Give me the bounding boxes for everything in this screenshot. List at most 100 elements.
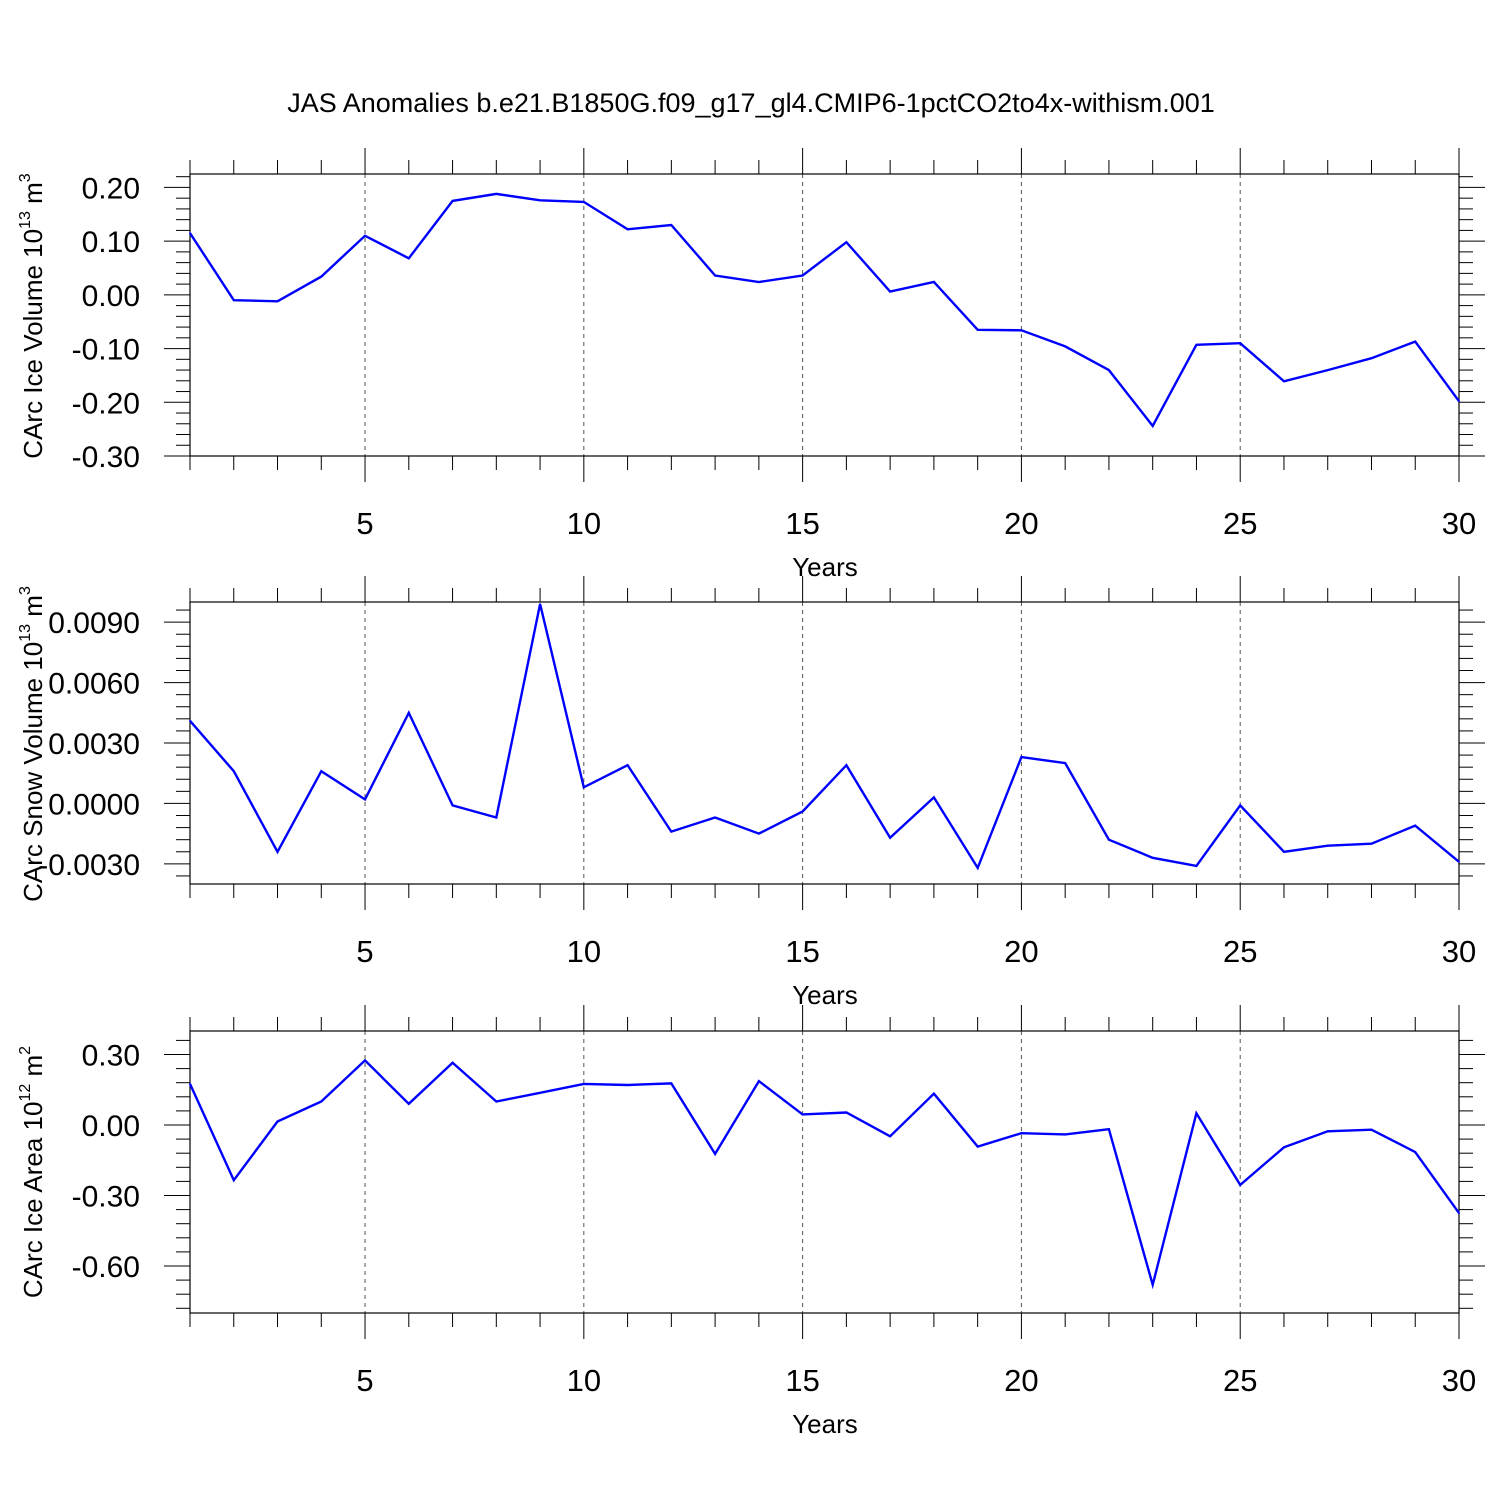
x-tick-label: 10	[567, 934, 601, 969]
y-tick-label: -0.60	[72, 1251, 140, 1284]
data-point	[670, 1082, 673, 1085]
y-tick-label: 0.00	[82, 1110, 140, 1143]
data-point	[583, 201, 585, 203]
y-axis-label-unit: m	[18, 182, 48, 211]
x-tick-label: 20	[1004, 934, 1038, 969]
data-point	[1370, 842, 1373, 845]
data-point	[1239, 342, 1242, 345]
y-tick-label: 0.30	[82, 1040, 140, 1073]
data-point	[670, 830, 673, 833]
x-tick-label: 15	[785, 506, 819, 541]
data-point	[1020, 1132, 1023, 1135]
data-point	[1108, 1128, 1110, 1131]
data-point	[1414, 824, 1417, 827]
y-axis-label: CArc Ice Area 1012 m2	[17, 1046, 48, 1298]
data-point	[189, 232, 191, 234]
data-point	[1151, 425, 1154, 427]
y-tick-label: -0.30	[72, 441, 140, 474]
data-point	[845, 241, 848, 244]
data-point	[276, 300, 279, 303]
x-axis-label: Years	[792, 980, 858, 1010]
y-axis-label: CArc Snow Volume 1013 m3	[17, 586, 48, 902]
data-point	[1195, 344, 1198, 346]
data-point	[539, 603, 541, 605]
x-tick-label: 15	[785, 1363, 819, 1398]
x-tick-label: 5	[356, 1363, 373, 1398]
x-tick-label: 10	[567, 506, 601, 541]
y-axis-label-unit: m	[18, 595, 48, 624]
plot-frame	[189, 601, 1460, 885]
data-point	[801, 1113, 804, 1116]
data-point	[1326, 844, 1329, 847]
y-tick-label: 0.0030	[48, 728, 140, 761]
x-tick-label: 5	[356, 506, 373, 541]
data-point	[495, 1100, 498, 1103]
data-point	[232, 299, 235, 302]
data-point	[364, 1059, 366, 1062]
data-point	[1414, 1151, 1417, 1153]
data-point	[364, 798, 366, 801]
data-point	[1108, 369, 1110, 371]
data-point	[626, 764, 629, 766]
data-point	[1151, 1284, 1154, 1286]
data-point	[801, 810, 804, 813]
data-point	[583, 1083, 585, 1085]
x-tick-label: 10	[567, 1363, 601, 1398]
data-point	[758, 832, 760, 835]
data-point	[583, 786, 585, 789]
data-point	[1108, 838, 1110, 841]
data-point	[1020, 756, 1023, 758]
data-point	[276, 850, 279, 853]
data-point	[232, 770, 235, 772]
data-point	[495, 193, 498, 195]
data-point	[933, 281, 935, 283]
x-tick-label: 30	[1442, 506, 1476, 541]
data-point	[976, 1145, 979, 1148]
x-tick-label: 25	[1223, 934, 1257, 969]
data-point	[933, 796, 935, 799]
data-point	[407, 711, 410, 714]
data-point	[889, 836, 891, 839]
panel-3: 0.30 0.00 -0.30 -0.60 5 10 15 20 25 30 Years CArc I…	[17, 1005, 1485, 1439]
y-axis-label-main: CArc Snow Volume 10	[18, 642, 48, 902]
data-point	[320, 1100, 323, 1103]
data-point	[1064, 762, 1066, 764]
data-point	[1195, 1112, 1198, 1115]
data-point	[539, 199, 541, 202]
y-axis-label-exponent: 13	[17, 624, 34, 642]
data-point	[1064, 345, 1066, 348]
y-axis-label-main: CArc Ice Area 10	[18, 1102, 48, 1299]
x-axis-label: Years	[792, 552, 858, 582]
data-point	[714, 816, 716, 819]
data-point	[364, 234, 366, 237]
y-tick-label: 0.0090	[48, 607, 140, 640]
data-point	[1239, 804, 1242, 807]
y-axis-label-main: CArc Ice Volume 10	[18, 229, 48, 459]
x-tick-label: 5	[356, 934, 373, 969]
data-point	[976, 328, 979, 331]
data-point	[714, 1153, 716, 1155]
data-point	[1151, 857, 1154, 859]
x-tick-label: 15	[785, 934, 819, 969]
y-tick-label: -0.20	[72, 387, 140, 420]
data-point	[845, 764, 848, 766]
y-tick-label: -0.0030	[38, 849, 140, 882]
y-tick-label: -0.10	[72, 334, 140, 367]
data-point	[539, 1092, 541, 1094]
chart-title: JAS Anomalies b.e21.B1850G.f09_g17_gl4.C…	[287, 88, 1215, 118]
data-point	[1370, 357, 1373, 360]
data-point	[1326, 369, 1329, 371]
data-point	[758, 281, 760, 283]
data-point	[407, 1103, 410, 1105]
data-point	[714, 274, 716, 277]
data-point	[1283, 850, 1285, 853]
data-point	[1414, 340, 1417, 343]
data-point	[451, 200, 454, 202]
data-point	[451, 1061, 454, 1064]
y-axis-label: CArc Ice Volume 1013 m3	[17, 173, 48, 458]
y-tick-label: 0.0000	[48, 788, 140, 821]
y-axis-label-exponent: 12	[17, 1084, 34, 1102]
data-point	[670, 224, 673, 226]
data-point	[1020, 329, 1023, 332]
